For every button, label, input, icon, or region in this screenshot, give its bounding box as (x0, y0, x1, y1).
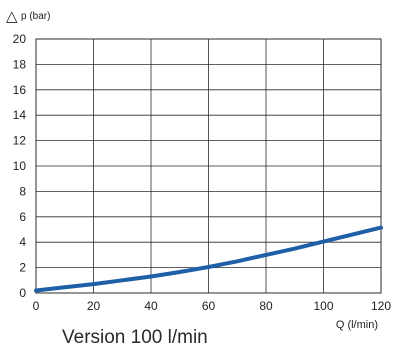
grid-layer (35, 38, 382, 294)
y-axis-label: p (bar) (21, 11, 50, 22)
x-tick-label: 20 (87, 299, 101, 313)
x-tick-label: 120 (371, 299, 391, 313)
y-tick-label: 4 (19, 235, 26, 249)
x-tick-label: 0 (33, 299, 40, 313)
y-tick-label: 0 (19, 286, 26, 300)
tick-label-layer: 0 20 40 60 80 100 120 0 2 4 6 8 10 12 14 16 18 20 (13, 32, 392, 313)
y-tick-label: 8 (19, 184, 26, 198)
y-tick-label: 6 (19, 210, 26, 224)
y-tick-label: 16 (13, 83, 27, 97)
x-tick-label: 60 (202, 299, 216, 313)
y-axis-symbol: △ (6, 8, 18, 25)
series-layer (34, 225, 383, 293)
y-tick-label: 12 (13, 134, 27, 148)
chart-caption: Version 100 l/min (62, 327, 208, 348)
y-tick-label: 18 (13, 57, 27, 71)
y-tick-label: 2 (19, 261, 26, 275)
plot-border (35, 38, 382, 294)
y-tick-label: 14 (13, 108, 27, 122)
y-tick-label: 20 (13, 32, 27, 46)
x-axis-label: Q (l/min) (336, 319, 378, 331)
y-tick-label: 10 (13, 159, 27, 173)
x-tick-label: 80 (259, 299, 273, 313)
series-line-0 (34, 225, 383, 293)
x-tick-label: 40 (144, 299, 158, 313)
x-tick-label: 100 (313, 299, 333, 313)
